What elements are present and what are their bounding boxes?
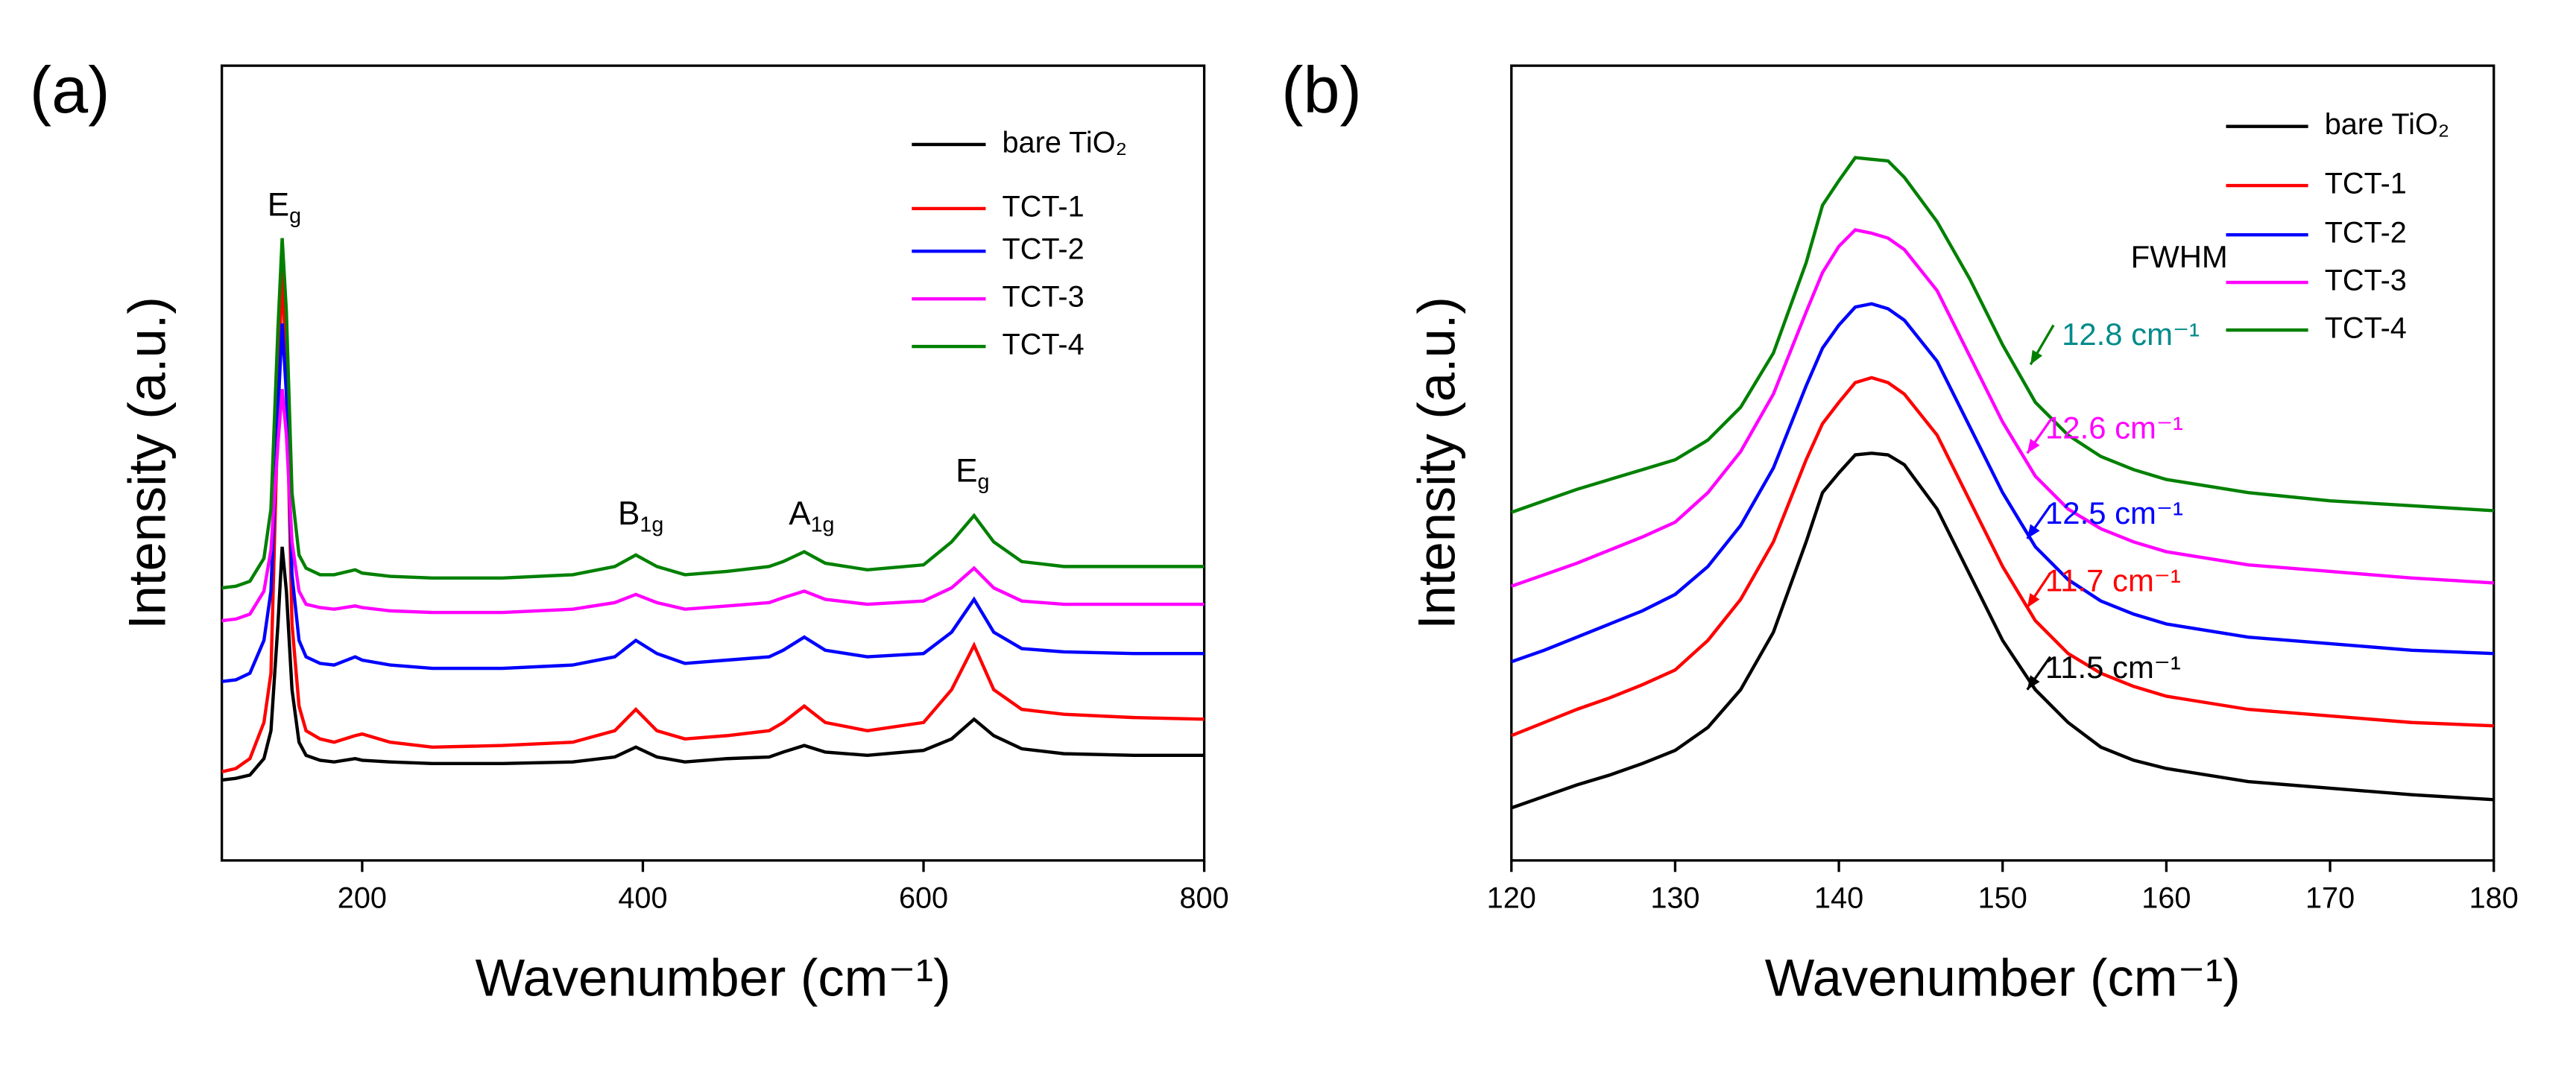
annotation-text: FWHM (2131, 239, 2228, 274)
x-tick-label: 180 (2469, 881, 2519, 914)
series-line (221, 389, 1205, 623)
panel-label: (b) (1281, 53, 1362, 127)
legend-label: TCT-2 (1003, 233, 1085, 266)
annotation-text: 11.7 cm⁻¹ (2045, 563, 2181, 598)
series-line (1511, 228, 2494, 588)
annotation-text: 12.8 cm⁻¹ (2062, 317, 2200, 352)
x-tick-label: 800 (1180, 881, 1229, 914)
legend-label: TCT-1 (2325, 168, 2407, 200)
annotation-subscript: 1g (811, 513, 835, 536)
x-tick-label: 200 (338, 881, 387, 914)
arrow-head (2027, 524, 2040, 539)
arrow-head (2027, 438, 2040, 454)
annotation: B1g (618, 495, 663, 536)
x-tick-label: 140 (1814, 881, 1863, 914)
legend-label: TCT-3 (1003, 281, 1085, 314)
panel-label: (a) (30, 53, 110, 127)
x-tick-label: 130 (1650, 881, 1699, 914)
x-axis-label: Wavenumber (cm⁻¹) (1765, 948, 2241, 1007)
series-line (221, 546, 1205, 782)
annotation: 11.7 cm⁻¹ (2045, 563, 2181, 598)
annotation-text: 12.6 cm⁻¹ (2045, 411, 2183, 446)
series-line (1511, 302, 2494, 664)
y-axis-label: Intensity (a.u.) (117, 297, 176, 630)
legend-label: TCT-2 (2325, 217, 2407, 250)
plot-frame (220, 64, 1206, 862)
annotation-text: E (268, 186, 289, 223)
x-tick-label: 170 (2305, 881, 2355, 914)
series-line (1511, 451, 2494, 810)
legend-label: TCT-1 (1003, 190, 1085, 223)
x-axis-label: Wavenumber (cm⁻¹) (476, 948, 951, 1007)
annotation-text: E (956, 452, 977, 489)
annotation-text: 12.5 cm⁻¹ (2045, 495, 2183, 530)
arrow-head (2027, 592, 2040, 608)
annotation-subscript: g (289, 203, 301, 227)
annotation-subscript: g (978, 470, 990, 494)
annotation: FWHM (2131, 239, 2228, 274)
annotation: 12.6 cm⁻¹ (2045, 411, 2183, 446)
arrow-head (2027, 675, 2040, 690)
legend-label: bare TiO₂ (2325, 108, 2449, 141)
series-line (221, 238, 1205, 590)
annotation: Eg (956, 452, 989, 493)
series-line (221, 323, 1205, 683)
y-axis-label: Intensity (a.u.) (1407, 297, 1466, 630)
annotation-subscript: 1g (640, 513, 663, 536)
arrow-head (2030, 349, 2043, 365)
legend-label: TCT-4 (1003, 329, 1085, 361)
legend-label: bare TiO₂ (1003, 126, 1127, 159)
legend-label: TCT-4 (2325, 311, 2407, 344)
annotation: 12.8 cm⁻¹ (2062, 317, 2200, 352)
legend-label: TCT-3 (2325, 264, 2407, 297)
series-line (1511, 156, 2494, 514)
x-tick-label: 400 (618, 881, 667, 914)
x-tick-label: 600 (899, 881, 948, 914)
annotation-text: B (618, 495, 640, 532)
annotation: 12.5 cm⁻¹ (2045, 495, 2183, 530)
annotation-text: A (789, 495, 811, 532)
annotation: 11.5 cm⁻¹ (2045, 650, 2181, 685)
annotation: A1g (789, 495, 834, 536)
x-tick-label: 120 (1487, 881, 1536, 914)
series-line (1510, 376, 2494, 738)
annotation: Eg (268, 186, 301, 227)
x-tick-label: 150 (1978, 881, 2027, 914)
annotation-text: 11.5 cm⁻¹ (2045, 650, 2181, 685)
x-tick-label: 160 (2141, 881, 2191, 914)
